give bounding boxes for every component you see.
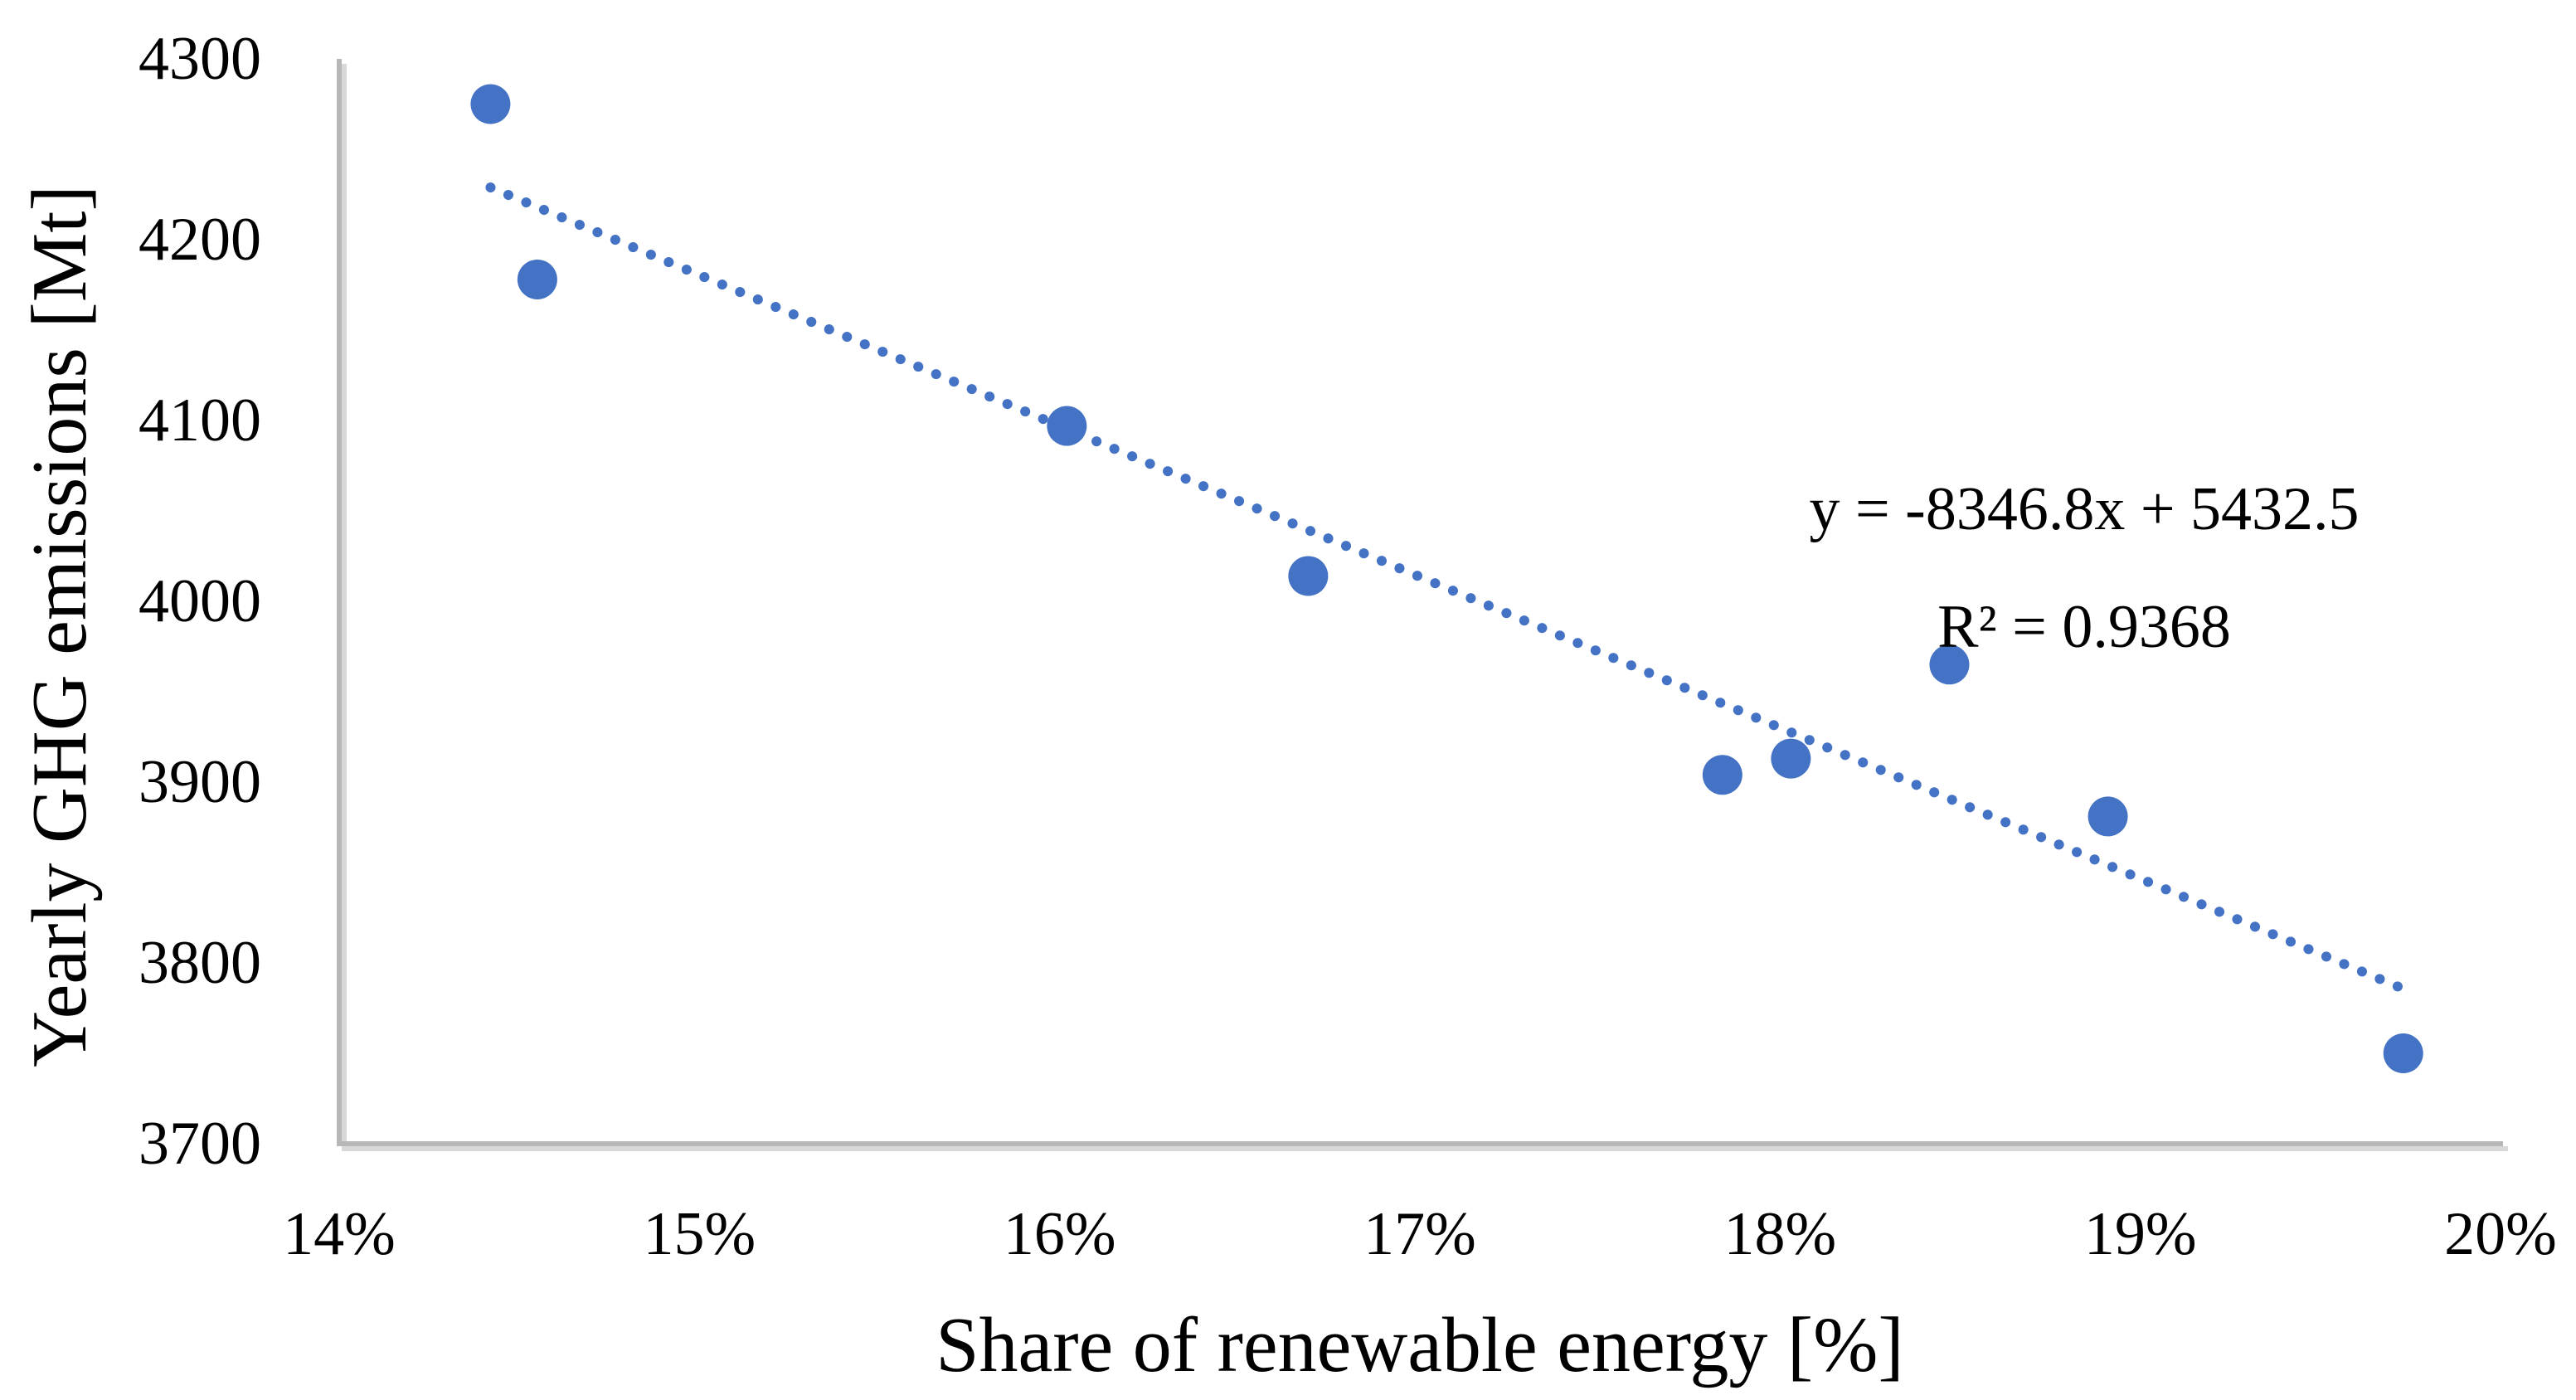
x-tick-label: 19% <box>2083 1200 2197 1268</box>
trendline-r-squared: R² = 0.9368 <box>1937 593 2231 661</box>
data-point-marker <box>517 259 557 299</box>
data-point-marker <box>1288 556 1329 596</box>
trendline <box>485 182 2408 994</box>
x-axis-line <box>337 1141 2503 1146</box>
y-tick-label: 4200 <box>139 206 261 274</box>
x-tick-label: 15% <box>643 1200 756 1268</box>
y-tick-label: 3900 <box>139 748 261 816</box>
trendline-equation: y = -8346.8x + 5432.5 R² = 0.9368 <box>1809 450 2359 686</box>
x-tick-label: 14% <box>283 1200 396 1268</box>
x-tick-label: 18% <box>1723 1200 1837 1268</box>
y-axis-line <box>337 59 342 1144</box>
y-tick-label: 3700 <box>139 1110 261 1178</box>
y-axis-title: Yearly GHG emissions [Mt] <box>17 185 103 1067</box>
data-point-marker <box>2383 1033 2423 1073</box>
x-tick-label: 20% <box>2444 1200 2557 1268</box>
x-tick-label: 16% <box>1003 1200 1116 1268</box>
data-point-marker <box>470 84 511 124</box>
data-point-marker <box>1047 406 1087 446</box>
data-point-marker <box>1929 644 1970 685</box>
data-point-marker <box>1771 738 1811 779</box>
y-tick-label: 4300 <box>139 25 261 93</box>
x-axis-title: Share of renewable energy [%] <box>936 1302 1904 1388</box>
y-tick-label: 4100 <box>139 386 261 455</box>
y-tick-label: 3800 <box>139 929 261 997</box>
trendline-equation-line: y = -8346.8x + 5432.5 <box>1809 475 2360 543</box>
data-point-marker <box>2088 796 2128 837</box>
y-tick-label: 4000 <box>139 567 261 635</box>
x-tick-label: 17% <box>1363 1200 1476 1268</box>
data-point-marker <box>1702 755 1742 795</box>
